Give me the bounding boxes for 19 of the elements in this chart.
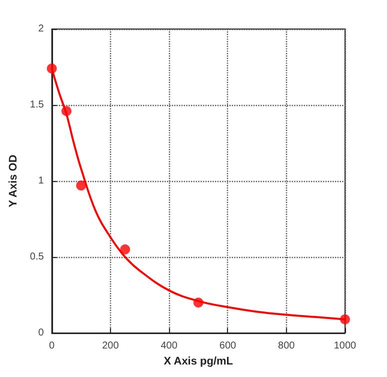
point	[61, 106, 72, 116]
x-tick-label: 600	[219, 340, 236, 352]
point	[193, 298, 204, 308]
x-tick-label: 800	[278, 340, 296, 352]
y-tick-label: 0	[38, 328, 44, 338]
y-tick-label: 1.5	[30, 100, 44, 110]
point	[46, 64, 57, 74]
y-axis-title: Y Axis OD	[8, 154, 20, 208]
x-tick-label: 1000	[334, 340, 357, 352]
point	[340, 314, 350, 324]
point	[76, 180, 86, 191]
point	[120, 244, 130, 254]
y-tick-label: 1	[38, 176, 44, 186]
x-tick-label: 200	[102, 340, 120, 352]
y-tick-label: 0.5	[30, 252, 44, 262]
x-tick-label: 400	[160, 340, 178, 352]
y-tick-label: 2	[38, 24, 44, 34]
x-tick-label: 0	[49, 340, 56, 352]
x-axis-title: X Axis pg/mL	[164, 355, 234, 368]
